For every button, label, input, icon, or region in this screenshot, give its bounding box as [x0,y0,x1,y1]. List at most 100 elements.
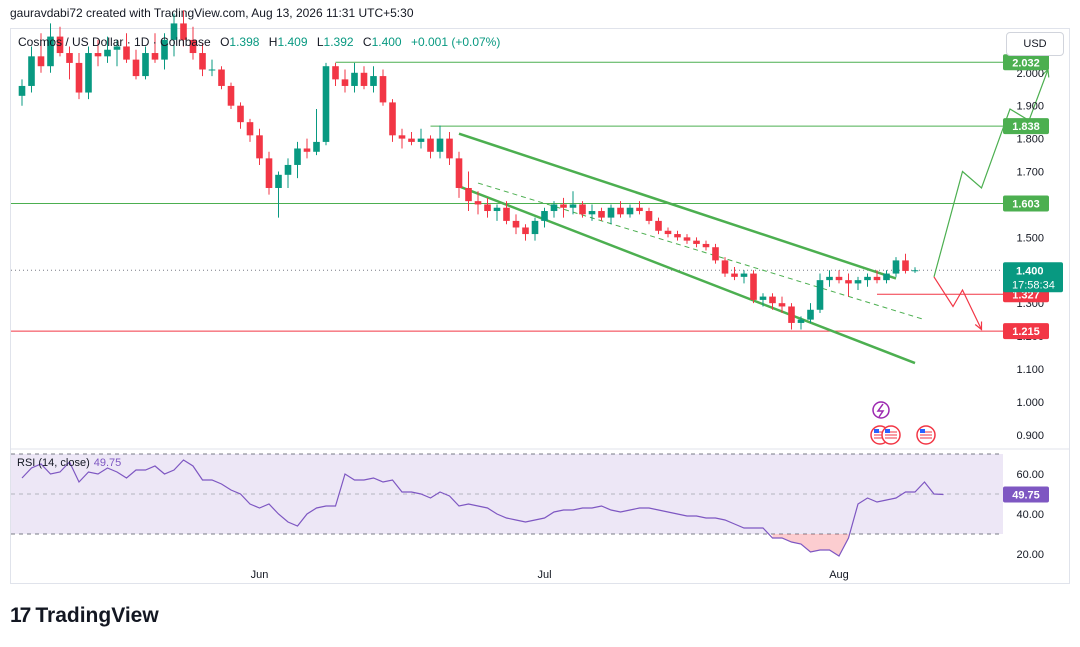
candle-body [66,53,73,63]
projection-up-arrow [933,69,1049,278]
candle-body [180,23,187,40]
candle-body [721,260,729,274]
tradingview-logo-icon: 17 [10,604,31,627]
candle-body [588,211,596,215]
candle-body [303,148,311,152]
projection-down-arrow-arrowhead [974,321,983,331]
candle-body [389,102,396,136]
flag-canton [920,429,925,433]
level-price-tag-box [1003,118,1049,135]
candles-group [18,10,919,330]
rsi-tick-label: 20.00 [1016,549,1044,561]
candle-body [28,56,35,86]
candle-body [845,280,852,284]
close-value: 1.400 [371,35,402,49]
candle-body [18,85,26,96]
candle-body [731,273,738,277]
candle-body [503,207,510,221]
candle-body [493,207,501,212]
level-price-tag: 1.327 [1012,289,1040,301]
change-value: +0.001 (+0.07%) [410,35,501,49]
y-tick-label: 0.900 [1016,430,1044,442]
candle-body [284,164,292,175]
y-tick-label: 1.000 [1016,397,1044,409]
candle-body [218,69,225,86]
candle-body [161,39,168,60]
flag-canton [885,429,890,433]
candle-body [360,72,368,86]
candle-body [37,56,45,67]
candle-body [740,273,748,277]
candle-body [94,53,102,57]
candle-body [854,280,862,284]
x-tick-label: Jul [537,569,551,581]
current-price-tag: 1.400 [1016,265,1044,277]
candle-body [332,66,339,80]
candle-body [569,204,577,208]
flag-canton [874,429,879,433]
rsi-label[interactable]: RSI (14, close) [17,457,90,469]
rsi-line [21,459,944,557]
level-price-tag: 1.838 [1012,121,1040,133]
candle-body [864,276,871,281]
candle-body [693,240,700,244]
candle-body [816,280,824,310]
candle-body [417,138,425,142]
rsi-oversold-fill [772,534,849,556]
candle-body [47,36,54,67]
candle-body [275,174,282,188]
symbol-legend: Cosmos / US Dollar · 1D · Coinbase O1.39… [18,35,500,49]
candle-body [132,59,140,77]
candle-body [265,158,273,188]
candle-body [246,122,254,136]
lightning-bolt-icon [876,403,885,418]
y-tick-label: 1.800 [1016,134,1044,146]
candle-body [835,276,843,281]
x-tick-label: Jun [251,569,269,581]
level-price-tag: 2.032 [1012,57,1040,69]
candle-body [256,135,263,159]
y-tick-label: 1.100 [1016,364,1044,376]
candle-body [617,207,624,215]
candle-body [645,211,653,221]
candle-body [531,220,539,235]
lightning-event-icon [872,401,890,419]
candle-body [674,234,681,238]
projection-down-arrow [933,276,983,330]
candle-body [465,187,472,202]
candle-body [436,138,444,152]
candle-body [199,53,206,70]
candle-body [683,237,691,241]
high-value: 1.409 [277,35,308,49]
candle-body [636,207,643,212]
candle-body [351,72,358,86]
y-tick-label: 1.700 [1016,167,1044,179]
chart-frame [10,28,1070,584]
y-tick-label: 1.900 [1016,101,1044,113]
rsi-tick-label: 40.00 [1016,509,1044,521]
candle-body [750,273,757,300]
symbol-name[interactable]: Cosmos / US Dollar · 1D · Coinbase [18,35,211,49]
y-tick-label: 1.500 [1016,232,1044,244]
currency-button[interactable]: USD [1006,32,1064,56]
candle-body [560,204,567,208]
tradingview-wordmark: TradingView [35,604,159,627]
candle-body [778,303,786,307]
channel-mid-line [477,182,925,321]
rsi-value: 49.75 [93,457,122,469]
candle-body [702,243,710,248]
candle-body [170,23,178,40]
open-label: O [220,35,230,49]
candle-body [607,207,615,218]
candle-body [626,207,634,215]
tradingview-logo[interactable]: 17 TradingView [10,604,159,628]
candle-body [712,247,719,261]
rsi-value-tag-box [1003,486,1049,503]
candle-body [797,319,805,323]
high-label: H [268,35,278,49]
candle-body [550,204,558,212]
candle-body [408,138,415,142]
candle-body [664,230,672,235]
candle-body [104,49,111,57]
